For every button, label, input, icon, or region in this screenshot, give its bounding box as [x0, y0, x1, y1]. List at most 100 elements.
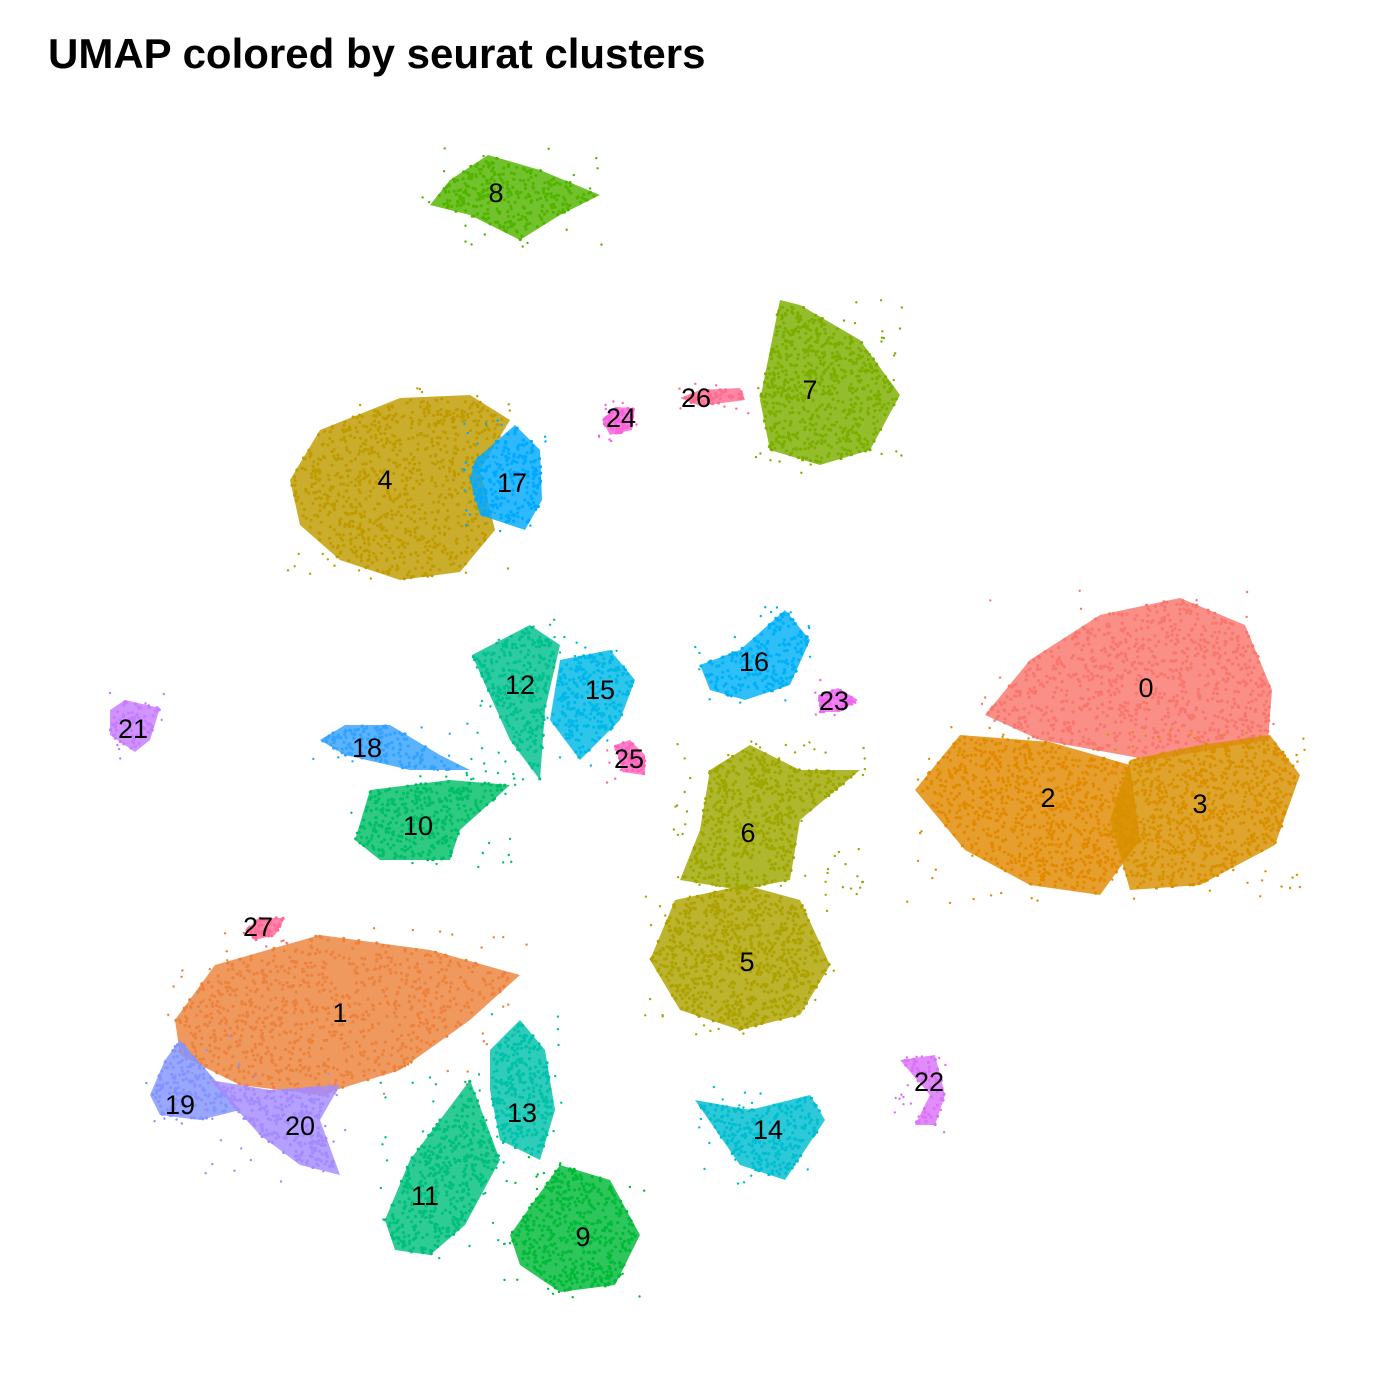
cluster-point: [1117, 707, 1121, 711]
cluster-point: [525, 943, 528, 946]
cluster-point: [501, 974, 505, 978]
cluster-point: [1213, 687, 1217, 691]
cluster-point: [390, 564, 394, 569]
cluster-point: [1273, 742, 1277, 746]
cluster-point: [1104, 650, 1108, 654]
cluster-point: [377, 477, 381, 481]
cluster-point: [362, 541, 366, 545]
cluster-point: [986, 827, 990, 831]
cluster-point: [1281, 768, 1285, 772]
cluster-point: [996, 818, 1000, 823]
cluster-point: [1253, 798, 1257, 802]
cluster-point: [355, 430, 359, 434]
cluster-point: [1130, 714, 1134, 719]
cluster-point: [1189, 842, 1193, 846]
cluster-point: [311, 501, 315, 505]
cluster-point: [1151, 743, 1155, 747]
cluster-point: [346, 428, 350, 432]
cluster-point: [1171, 803, 1175, 808]
cluster-point: [358, 545, 363, 550]
cluster-point: [1028, 687, 1032, 692]
cluster-point: [1192, 843, 1196, 847]
cluster-point: [1264, 832, 1268, 836]
cluster-point: [1038, 848, 1043, 852]
cluster-point: [214, 1036, 218, 1040]
cluster-point: [218, 1011, 222, 1016]
cluster-point: [963, 767, 967, 771]
cluster-point: [1267, 718, 1271, 723]
cluster-point: [1136, 757, 1140, 761]
cluster-point: [352, 436, 357, 440]
cluster-point: [1081, 886, 1085, 890]
cluster-point: [999, 787, 1004, 791]
cluster-point: [1128, 835, 1132, 840]
cluster-point: [1159, 797, 1164, 801]
cluster-point: [400, 1054, 404, 1058]
cluster-point: [1090, 672, 1094, 676]
cluster-point: [409, 517, 413, 521]
cluster-point: [458, 975, 463, 979]
cluster-point: [341, 495, 346, 499]
cluster-point: [1184, 741, 1188, 746]
cluster-point: [311, 464, 315, 468]
cluster-point: [1125, 658, 1129, 662]
cluster-point: [1175, 637, 1179, 641]
cluster-point: [1052, 793, 1056, 797]
cluster-point: [1196, 652, 1200, 656]
cluster-point: [1214, 806, 1218, 810]
cluster-point: [1121, 659, 1125, 663]
cluster-point: [1203, 731, 1207, 735]
cluster-point: [231, 976, 235, 980]
cluster-point: [1250, 739, 1254, 743]
cluster-point: [448, 469, 452, 473]
cluster-point: [690, 932, 695, 936]
cluster-point: [1032, 658, 1036, 662]
cluster-point: [1170, 849, 1174, 853]
cluster-point: [209, 1035, 213, 1039]
cluster-point: [1076, 657, 1080, 661]
cluster-point: [1067, 773, 1071, 777]
cluster-point: [321, 1025, 326, 1029]
cluster-point: [1112, 691, 1116, 695]
cluster-point: [271, 948, 275, 952]
cluster-point: [694, 969, 698, 973]
cluster-point: [221, 1007, 226, 1011]
cluster-point: [1084, 793, 1088, 797]
cluster-point: [1276, 787, 1280, 791]
cluster-point: [238, 957, 242, 961]
cluster-point: [1239, 652, 1243, 657]
cluster-point: [1212, 616, 1216, 620]
cluster-point: [369, 446, 373, 450]
cluster-point: [260, 959, 264, 963]
cluster-point: [1156, 701, 1160, 706]
cluster-point: [321, 552, 324, 556]
cluster-point: [1042, 867, 1046, 871]
cluster-point: [1040, 682, 1044, 686]
cluster-point: [1216, 715, 1220, 719]
cluster-point: [1063, 883, 1067, 887]
cluster-point: [416, 468, 421, 472]
cluster-point: [1051, 667, 1055, 671]
cluster-point: [1234, 720, 1238, 724]
cluster-point: [1160, 865, 1164, 869]
cluster-point: [1231, 662, 1235, 666]
cluster-point: [363, 442, 368, 446]
cluster-point: [1229, 858, 1234, 862]
cluster-point: [1194, 706, 1199, 710]
cluster-point: [1045, 674, 1049, 678]
cluster-point: [1166, 863, 1170, 867]
cluster-point: [456, 987, 460, 991]
cluster-point: [1175, 702, 1179, 706]
cluster-point: [448, 557, 452, 561]
cluster-point: [317, 479, 321, 483]
cluster-point: [1150, 663, 1155, 667]
cluster-point: [355, 971, 359, 975]
cluster-point: [315, 948, 319, 952]
cluster-point: [1135, 815, 1139, 819]
cluster-point: [1100, 675, 1104, 679]
cluster-point: [1134, 667, 1138, 671]
cluster-point: [1208, 728, 1212, 732]
cluster-point: [1054, 869, 1058, 873]
cluster-point: [1228, 804, 1232, 808]
cluster-point: [1132, 735, 1136, 739]
